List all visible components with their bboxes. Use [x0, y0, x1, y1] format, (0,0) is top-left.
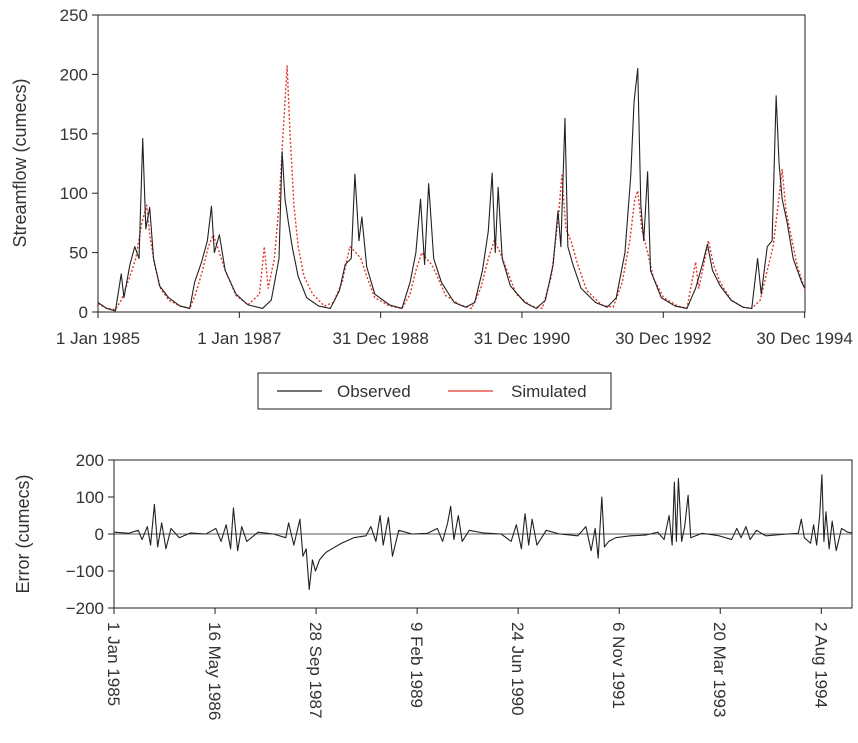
y-tick-label: 200	[76, 451, 104, 470]
series-line-simulated	[97, 65, 806, 311]
x-tick-label: 20 Mar 1993	[710, 622, 729, 717]
y-tick-label: 250	[60, 6, 88, 25]
error-y-axis: −200 −100 0 100 200	[66, 451, 114, 618]
x-tick-label: 9 Feb 1989	[407, 622, 426, 708]
streamflow-y-axis: 0 50 100 150 200 250	[60, 6, 98, 322]
x-tick-label: 16 May 1986	[205, 622, 224, 720]
streamflow-plot-frame	[97, 14, 806, 313]
x-tick-label: 30 Dec 1992	[615, 329, 711, 348]
error-y-axis-label: Error (cumecs)	[13, 474, 33, 593]
y-tick-label: 100	[76, 488, 104, 507]
y-tick-label: 150	[60, 125, 88, 144]
x-tick-label: 31 Dec 1988	[332, 329, 428, 348]
x-tick-label: 31 Dec 1990	[474, 329, 570, 348]
x-tick-label: 28 Sep 1987	[306, 622, 325, 718]
error-series-group	[113, 474, 853, 591]
legend: Observed Simulated	[257, 372, 612, 410]
streamflow-series-group	[97, 65, 806, 312]
series-line-error	[113, 474, 853, 591]
x-tick-label: 30 Dec 1994	[756, 329, 852, 348]
y-tick-label: 100	[60, 184, 88, 203]
y-tick-label: −200	[66, 599, 104, 618]
streamflow-y-axis-label: Streamflow (cumecs)	[10, 78, 30, 247]
error-chart: −200 −100 0 100 200 1 Jan 1985 16 May 1986 28 …	[13, 451, 853, 720]
legend-observed-label: Observed	[337, 382, 411, 401]
streamflow-x-axis: 1 Jan 1985 1 Jan 1987 31 Dec 1988 31 Dec 19…	[56, 312, 853, 348]
legend-simulated-label: Simulated	[511, 382, 587, 401]
series-line-observed	[97, 67, 806, 312]
y-tick-label: 0	[79, 303, 88, 322]
x-tick-label: 1 Jan 1985	[104, 622, 123, 706]
y-tick-label: −100	[66, 562, 104, 581]
x-tick-label: 1 Jan 1985	[56, 329, 140, 348]
y-tick-label: 200	[60, 65, 88, 84]
x-tick-label: 6 Nov 1991	[609, 622, 628, 709]
y-tick-label: 0	[95, 525, 104, 544]
streamflow-chart: 0 50 100 150 200 250 1 Jan 1985 1 Jan 1987 31 D…	[10, 6, 853, 348]
x-tick-label: 24 Jun 1990	[508, 622, 527, 716]
x-tick-label: 1 Jan 1987	[197, 329, 281, 348]
x-tick-label: 2 Aug 1994	[811, 622, 830, 708]
y-tick-label: 50	[69, 244, 88, 263]
error-x-axis: 1 Jan 1985 16 May 1986 28 Sep 1987 9 Feb 19…	[104, 608, 830, 720]
